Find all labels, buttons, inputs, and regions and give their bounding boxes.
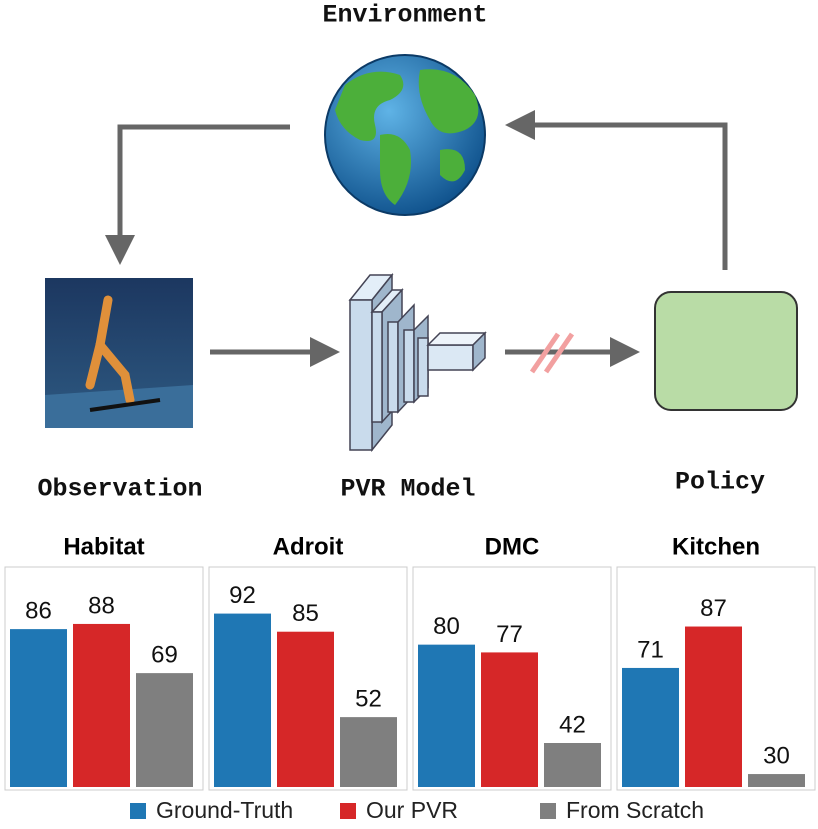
policy-label: Policy <box>675 468 765 497</box>
arrow <box>505 110 728 270</box>
value-label: 88 <box>88 592 115 619</box>
environment-label: Environment <box>322 1 487 30</box>
policy-box <box>654 291 798 411</box>
legend-swatch <box>540 803 556 819</box>
value-label: 85 <box>292 600 319 627</box>
legend-swatch <box>130 803 146 819</box>
value-label: 86 <box>25 597 52 624</box>
pvr-model-icon <box>348 272 487 453</box>
bar <box>481 652 538 787</box>
bar <box>622 667 679 787</box>
value-label: 77 <box>496 621 523 648</box>
bar <box>214 613 271 787</box>
legend-label: From Scratch <box>566 797 704 823</box>
legend-swatch <box>340 803 356 819</box>
bar <box>73 623 130 787</box>
bar <box>685 626 742 787</box>
value-label: 52 <box>355 685 382 712</box>
legend-label: Ground-Truth <box>156 797 293 823</box>
bar <box>136 673 193 787</box>
stop-gradient <box>529 332 575 374</box>
chart-title: DMC <box>485 533 540 560</box>
chart-title: Habitat <box>63 533 144 560</box>
model-label: PVR Model <box>340 475 475 504</box>
bar <box>748 774 805 787</box>
value-label: 87 <box>700 595 727 622</box>
bar <box>340 717 397 787</box>
observation-image <box>45 278 193 428</box>
bar <box>10 629 67 787</box>
bar <box>277 631 334 787</box>
chart-title: Kitchen <box>672 533 760 560</box>
legend-label: Our PVR <box>366 797 458 823</box>
value-label: 30 <box>763 742 790 769</box>
bar <box>418 644 475 787</box>
observation-label: Observation <box>37 475 202 504</box>
chart-title: Adroit <box>273 533 344 560</box>
value-label: 80 <box>433 613 460 640</box>
bar <box>544 743 601 787</box>
value-label: 92 <box>229 582 256 609</box>
value-label: 42 <box>559 711 586 738</box>
arrow <box>105 124 290 265</box>
value-label: 71 <box>637 636 664 663</box>
value-label: 69 <box>151 641 178 668</box>
globe <box>324 54 486 216</box>
